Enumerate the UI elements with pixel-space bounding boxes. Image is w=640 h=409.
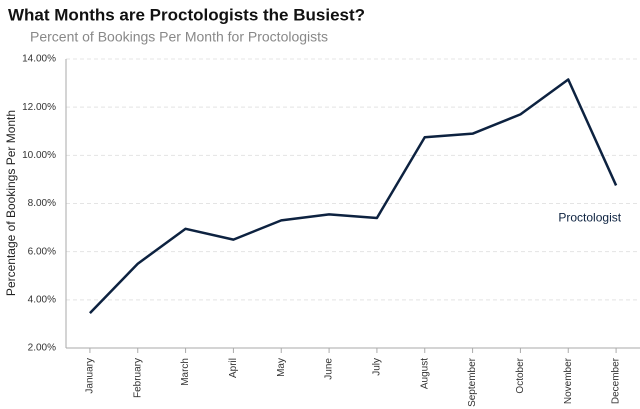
y-tick-label: 14.00% — [22, 54, 56, 65]
x-tick-label: November — [563, 357, 574, 404]
x-tick-label: September — [467, 357, 478, 407]
x-tick-label: February — [132, 358, 143, 398]
line — [89, 78, 618, 314]
chart-title: What Months are Proctologists the Busies… — [8, 5, 365, 24]
x-tick-label: December — [611, 357, 622, 404]
y-tick-label: 12.00% — [22, 102, 56, 113]
x-tick-label: August — [419, 358, 430, 389]
series-label: Proctologist — [558, 211, 621, 225]
x-tick-label: October — [515, 357, 526, 393]
x-tick-label: May — [276, 358, 287, 377]
x-tick-label: March — [180, 358, 191, 386]
x-tick-label: April — [228, 358, 239, 378]
y-tick-label: 10.00% — [22, 150, 56, 161]
chart-subtitle: Percent of Bookings Per Month for Procto… — [30, 29, 328, 45]
x-tick-label: January — [85, 358, 96, 394]
y-tick-label: 4.00% — [28, 294, 56, 305]
y-tick-label: 6.00% — [28, 246, 56, 257]
y-axis-label: Percentage of Bookings Per Month — [4, 110, 18, 296]
x-tick-label: June — [324, 358, 335, 380]
y-tick-label: 2.00% — [28, 343, 56, 354]
y-tick-label: 8.00% — [28, 198, 56, 209]
x-tick-label: July — [372, 358, 383, 376]
